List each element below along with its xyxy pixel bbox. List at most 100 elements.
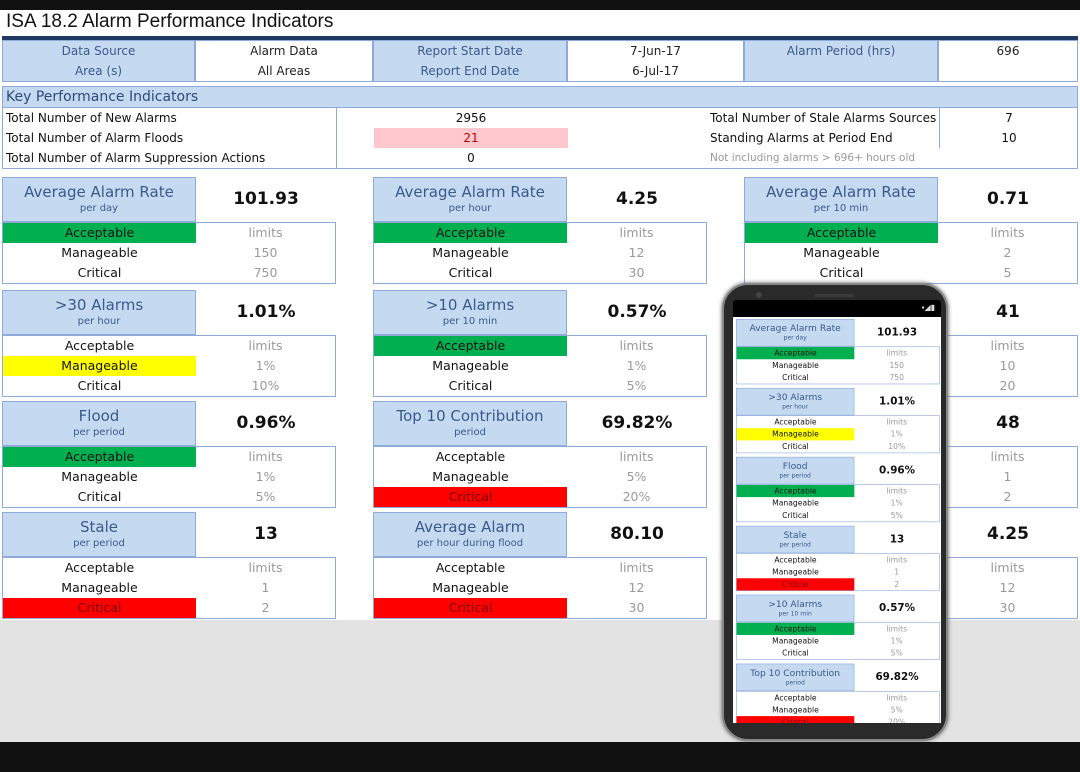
card-label: Average Alarm per hour during flood <box>373 512 567 557</box>
card-label: Stale per period <box>2 512 196 557</box>
phone-screen[interactable]: Average Alarm Rate per day 101.93 Acceptabl… <box>733 317 941 723</box>
metric-card: Average Alarm Rate per hour 4.25 Acceptable… <box>373 177 707 284</box>
status-label-critical: Critical <box>782 648 809 658</box>
threshold-row: Critical 30 <box>374 263 706 283</box>
standing-value: 10 <box>1001 131 1017 145</box>
start-date-value: 7-Jun-17 <box>630 44 681 58</box>
card-label: Flood per period <box>736 456 855 485</box>
card-value: 0.57% <box>879 602 916 615</box>
limit-value: limits <box>886 555 908 565</box>
threshold-row: Manageable 150 <box>3 243 335 263</box>
status-label-manageable: Manageable <box>772 567 819 577</box>
status-label-critical: Critical <box>736 578 855 591</box>
kpi-heading: Key Performance Indicators <box>3 87 1077 108</box>
limit-value: 2 <box>894 579 900 589</box>
threshold-row: Manageable 12 <box>374 578 706 598</box>
card-subtitle: per hour during flood <box>416 538 524 549</box>
card-label: >30 Alarms per hour <box>736 387 855 416</box>
threshold-row: Acceptable limits <box>374 558 706 578</box>
card-value: 41 <box>996 302 1020 322</box>
card-title: >30 Alarms <box>768 391 823 403</box>
limit-value: limits <box>990 560 1025 575</box>
report-header: Data Source Area (s) Alarm Data All Areas … <box>2 36 1078 82</box>
card-subtitle: per period <box>779 541 811 549</box>
status-label-acceptable: Acceptable <box>374 223 567 243</box>
card-title: Average Alarm Rate <box>766 183 916 201</box>
limit-value: limits <box>990 225 1025 240</box>
threshold-row: Critical 5% <box>3 487 335 507</box>
limit-value: 5% <box>890 705 903 715</box>
limit-value: 10% <box>888 441 906 451</box>
limit-value: 1% <box>255 469 276 484</box>
threshold-row: limits <box>745 336 1077 356</box>
metric-card: >30 Alarms per hour 1.01% Acceptable limits M… <box>736 387 940 454</box>
status-label-manageable: Manageable <box>772 705 819 715</box>
limit-value: limits <box>619 449 654 464</box>
card-label: Average Alarm Rate per 10 min <box>744 177 938 222</box>
card-thresholds: Acceptable limits Manageable 1% Critical 10% <box>2 335 336 397</box>
card-title: Average Alarm Rate <box>24 183 174 201</box>
label-cell: Data Source Area (s) <box>2 40 195 82</box>
card-thresholds: Acceptable limits Manageable 150 Critical 750 <box>2 222 336 284</box>
threshold-row: 1 <box>745 467 1077 487</box>
data-source-value: Alarm Data <box>250 44 318 58</box>
status-label-manageable: Manageable <box>61 469 138 484</box>
threshold-row: Acceptable limits <box>3 447 335 467</box>
threshold-row: Critical 30 <box>374 598 706 618</box>
status-label-critical: Critical <box>782 510 809 520</box>
limit-value: limits <box>886 624 908 634</box>
limit-value: limits <box>990 449 1025 464</box>
limit-value: 1 <box>894 567 900 577</box>
threshold-row: Acceptable limits <box>374 447 706 467</box>
divider <box>939 108 940 148</box>
threshold-row: Critical 2 <box>3 598 335 618</box>
card-value: 1.01% <box>236 302 296 322</box>
threshold-row: Acceptable limits <box>374 223 706 243</box>
status-label-critical: Critical <box>782 372 809 382</box>
status-bar: ▪◢▮ <box>733 300 941 317</box>
standing-label: Standing Alarms at Period End <box>710 131 893 145</box>
metric-card: Stale per period 13 Acceptable limits Managea… <box>736 525 940 592</box>
card-value: 0.57% <box>607 302 667 322</box>
limit-value: 750 <box>889 372 905 382</box>
status-label-acceptable: Acceptable <box>435 560 506 575</box>
card-label: >30 Alarms per hour <box>2 290 196 335</box>
threshold-row: limits <box>745 558 1077 578</box>
page-title: ISA 18.2 Alarm Performance Indicators <box>6 11 334 32</box>
threshold-row: Critical 20% <box>736 716 940 723</box>
status-label-acceptable: Acceptable <box>374 336 567 356</box>
card-value: 69.82% <box>601 413 673 433</box>
threshold-row: Manageable 1% <box>3 356 335 376</box>
limit-value: 1% <box>890 429 903 439</box>
metric-card: Flood per period 0.96% Acceptable limits Mana… <box>2 401 336 508</box>
card-value: 1.01% <box>879 395 916 408</box>
limit-value: 150 <box>253 245 278 260</box>
status-label-manageable: Manageable <box>772 636 819 646</box>
metric-card: Average Alarm per hour during flood 80.10 A… <box>373 512 707 619</box>
threshold-row: Critical 10% <box>3 376 335 396</box>
threshold-row: Critical 20% <box>374 487 706 507</box>
metric-card: Average Alarm Rate per day 101.93 Acceptabl… <box>736 319 940 385</box>
label-cell: Alarm Period (hrs) <box>744 40 938 82</box>
threshold-row: Critical 750 <box>3 263 335 283</box>
threshold-row: Manageable 150 <box>737 359 940 371</box>
top-bar <box>0 0 1080 10</box>
limit-value: 12 <box>999 580 1016 595</box>
limit-value: 30 <box>628 265 645 280</box>
threshold-row: Critical 5% <box>737 647 940 659</box>
card-thresholds: Acceptable limits Manageable 1% Critical 5% <box>736 622 940 660</box>
limit-value: 1% <box>626 358 647 373</box>
status-label-acceptable: Acceptable <box>774 555 817 565</box>
card-thresholds: Acceptable limits Manageable 1% Critical 5% <box>373 335 707 397</box>
status-label-critical: Critical <box>819 265 864 280</box>
status-label-acceptable: Acceptable <box>435 449 506 464</box>
limit-value: 1% <box>255 358 276 373</box>
limit-value: 10% <box>251 378 280 393</box>
status-label-acceptable: Acceptable <box>3 447 196 467</box>
card-title: Average Alarm Rate <box>395 183 545 201</box>
status-label-critical: Critical <box>374 598 567 618</box>
note: Not including alarms > 696+ hours old <box>710 152 916 164</box>
limit-value: 12 <box>628 245 645 260</box>
threshold-row: Manageable 1% <box>3 467 335 487</box>
status-label-acceptable: Acceptable <box>774 692 817 703</box>
